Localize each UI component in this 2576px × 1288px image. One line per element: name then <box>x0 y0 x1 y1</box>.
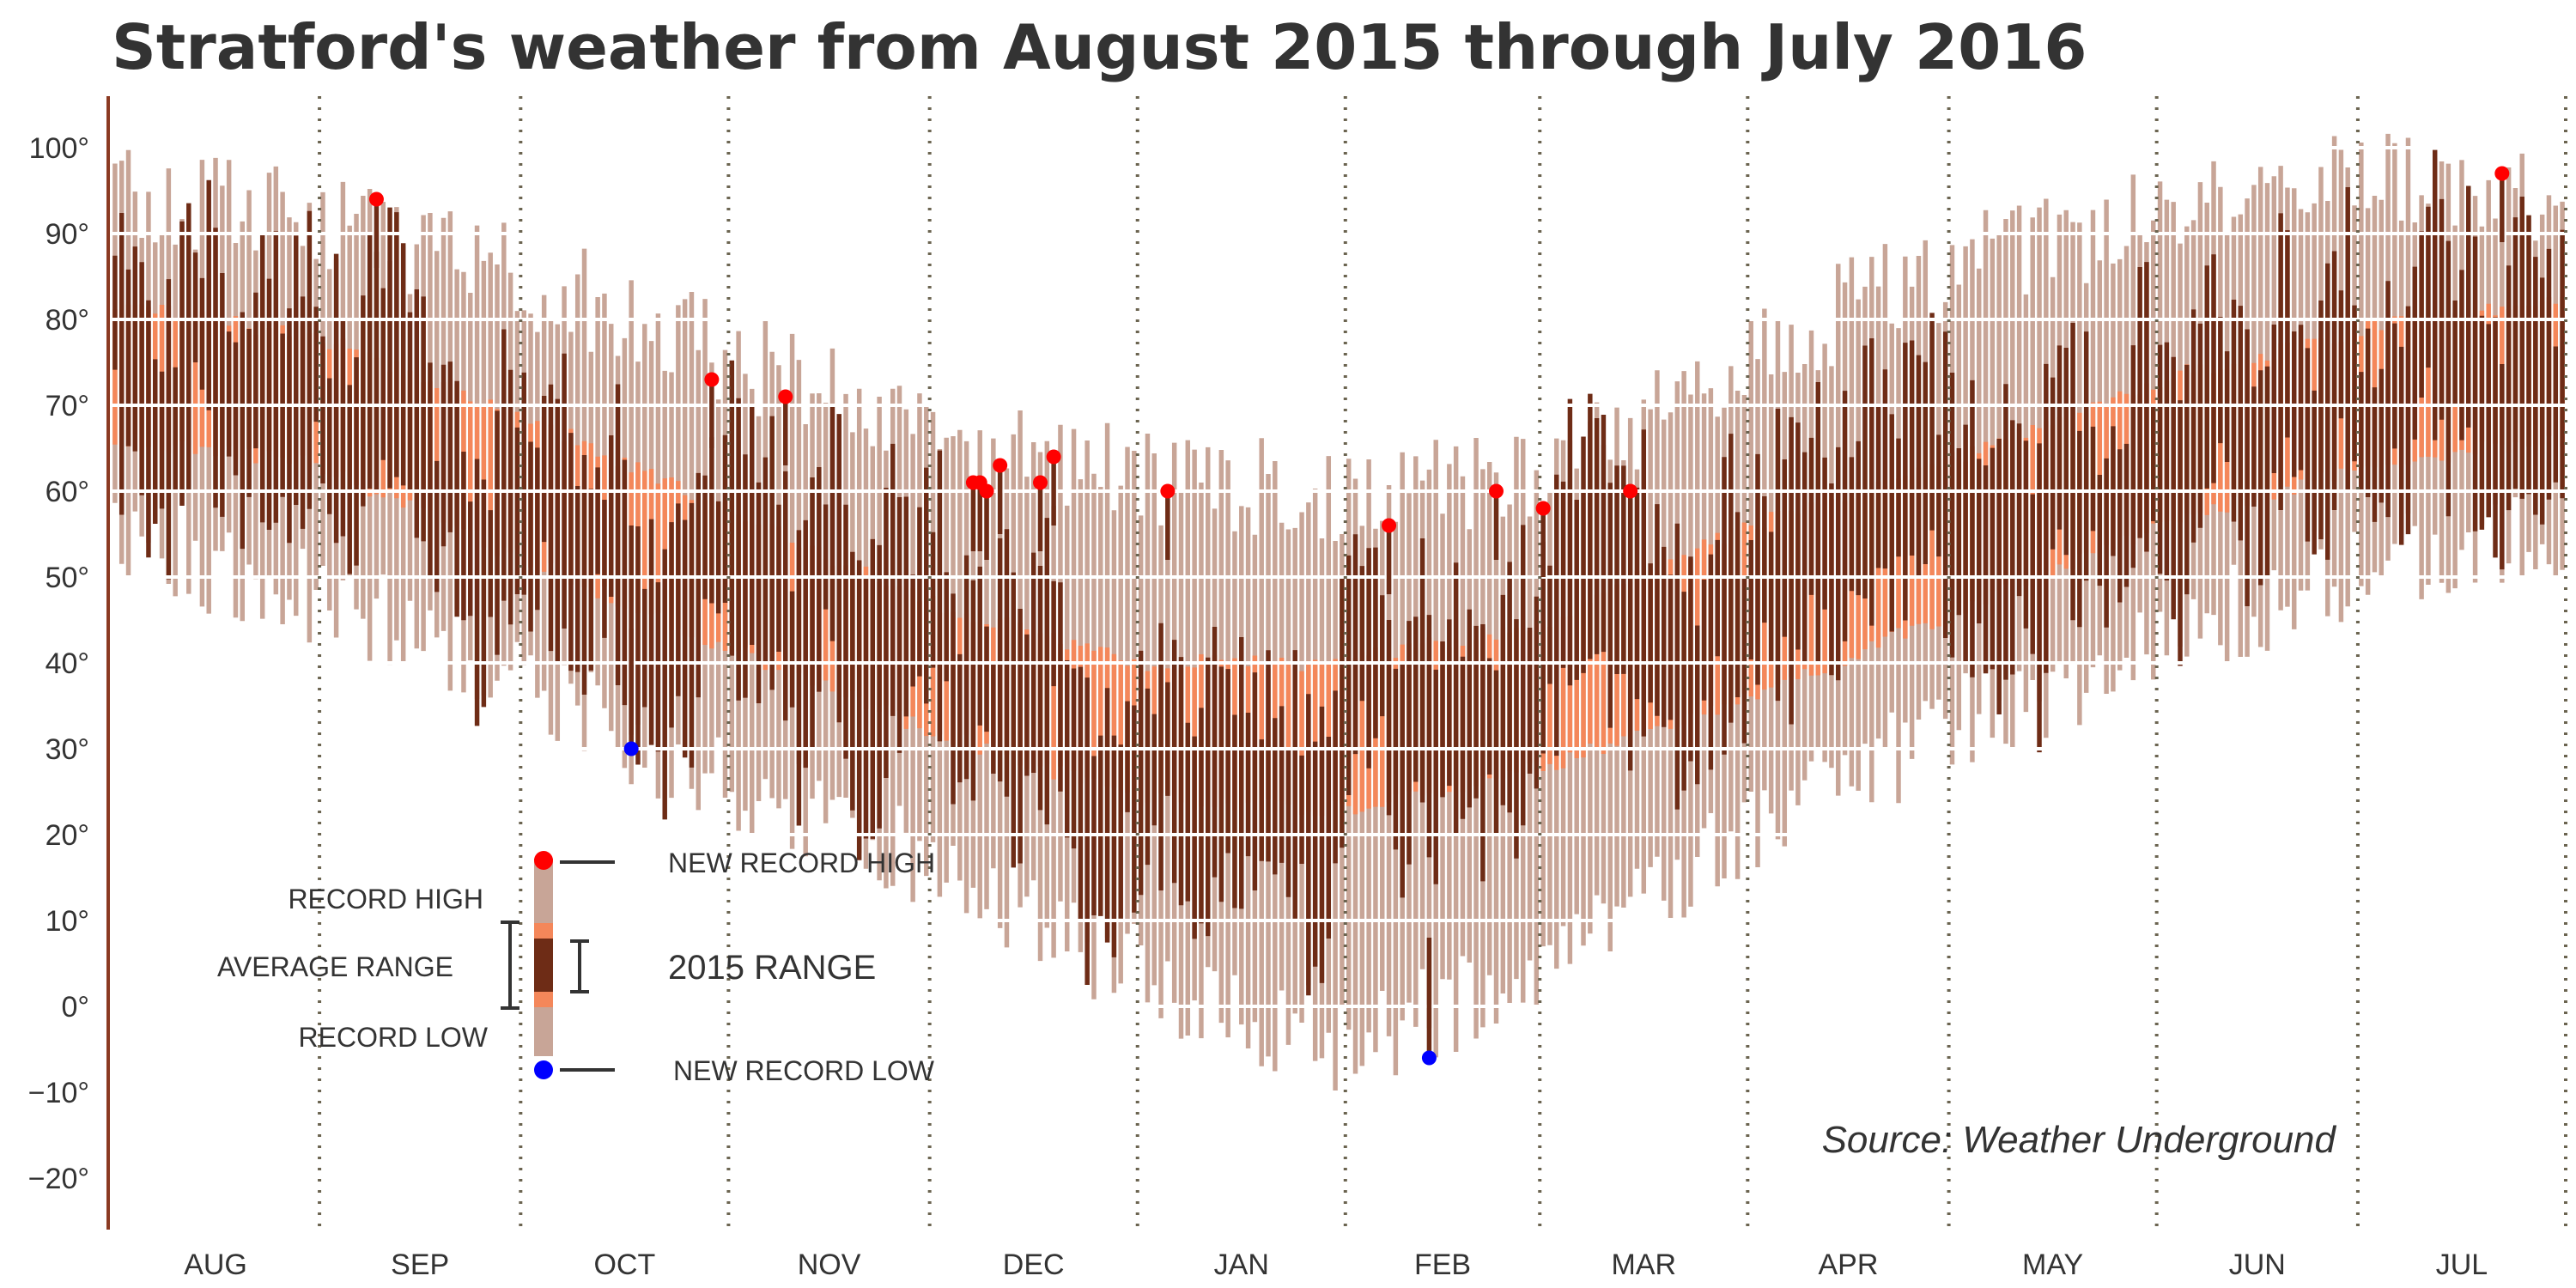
new-record-high-point <box>368 191 384 207</box>
legend-new-low-label: NEW RECORD LOW <box>673 1055 935 1086</box>
legend-record-high-label: RECORD HIGH <box>288 884 483 914</box>
legend-2015-label: 2015 RANGE <box>668 949 876 987</box>
month-label: APR <box>1819 1249 1879 1281</box>
chart-title: Stratford's weather from August 2015 thr… <box>112 11 2087 83</box>
month-label: AUG <box>184 1249 247 1281</box>
new-record-high-point <box>1160 483 1176 499</box>
new-record-low-point <box>1421 1050 1437 1066</box>
legend-average-bracket <box>501 920 519 1010</box>
new-record-high-point <box>1046 449 1061 465</box>
y-tick-label: −10° <box>28 1077 89 1109</box>
new-record-high-point <box>1535 501 1551 516</box>
y-tick-label: 10° <box>46 905 89 938</box>
range-2015-bars <box>112 149 2565 996</box>
y-tick-label: 100° <box>29 132 89 165</box>
horizontal-gridlines <box>112 146 2566 1180</box>
month-label: JAN <box>1214 1249 1269 1281</box>
new-record-high-point <box>1382 518 1397 533</box>
new-record-high-point <box>1489 483 1504 499</box>
month-label: NOV <box>798 1249 861 1281</box>
new-record-high-point <box>1623 483 1638 499</box>
new-record-high-point <box>704 372 720 387</box>
y-axis-tick-labels: 100° 90° 80° 70° 60° 50° 40° 30° 20° 10° 0° −10° −20… <box>28 132 89 1195</box>
month-labels: AUG SEP OCT NOV DEC JAN FEB MAR APR MAY JUN JUL <box>184 1249 2488 1281</box>
month-label: JUN <box>2229 1249 2286 1281</box>
legend-new-low-dot <box>534 1060 553 1079</box>
legend: RECORD HIGH AVERAGE RANGE RECORD LOW NEW… <box>217 848 935 1086</box>
y-tick-label: 20° <box>46 819 89 852</box>
month-label: FEB <box>1414 1249 1471 1281</box>
new-record-high-point <box>1033 475 1048 490</box>
y-tick-label: 0° <box>61 991 89 1024</box>
month-label: SEP <box>391 1249 449 1281</box>
month-label: JUL <box>2436 1249 2488 1281</box>
month-label: MAY <box>2022 1249 2083 1281</box>
new-record-high-point <box>993 458 1008 473</box>
new-record-markers <box>368 166 2510 1066</box>
new-record-high-point <box>2494 166 2510 181</box>
month-label: MAR <box>1612 1249 1677 1281</box>
legend-new-high-label: NEW RECORD HIGH <box>668 848 935 878</box>
legend-new-high-dot <box>534 851 553 870</box>
new-record-high-point <box>778 389 793 404</box>
source-note: Source: Weather Underground <box>1822 1119 2337 1161</box>
y-tick-label: 80° <box>46 304 89 337</box>
y-tick-label: 40° <box>46 647 89 680</box>
y-tick-label: 70° <box>46 390 89 422</box>
legend-2015-bar <box>534 939 553 992</box>
month-label: OCT <box>593 1249 655 1281</box>
legend-2015-bracket <box>570 939 589 993</box>
legend-record-low-label: RECORD LOW <box>299 1022 489 1053</box>
y-tick-label: 50° <box>46 562 89 594</box>
y-tick-label: 30° <box>46 733 89 766</box>
legend-average-label: AVERAGE RANGE <box>217 951 453 982</box>
y-tick-label: 90° <box>46 218 89 251</box>
new-record-high-point <box>979 483 994 499</box>
y-tick-label: 60° <box>46 476 89 508</box>
month-label: DEC <box>1003 1249 1065 1281</box>
new-record-low-point <box>623 741 639 756</box>
y-tick-label: −20° <box>28 1163 89 1195</box>
